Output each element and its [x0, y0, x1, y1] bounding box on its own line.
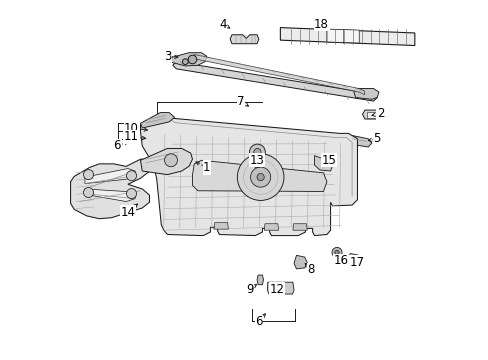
Text: 10: 10 [124, 122, 139, 135]
Text: 7: 7 [237, 95, 244, 108]
Polygon shape [254, 159, 260, 167]
Polygon shape [214, 223, 228, 229]
Text: 6: 6 [255, 315, 262, 328]
Circle shape [126, 189, 136, 199]
Text: 5: 5 [373, 132, 380, 145]
Text: 6: 6 [113, 139, 121, 152]
Circle shape [83, 170, 93, 180]
Polygon shape [192, 160, 326, 192]
Polygon shape [326, 29, 359, 43]
Polygon shape [85, 189, 135, 202]
Polygon shape [172, 62, 376, 101]
Text: 9: 9 [245, 283, 253, 296]
Circle shape [83, 188, 93, 198]
Circle shape [257, 174, 264, 181]
Circle shape [250, 167, 270, 187]
Polygon shape [353, 89, 378, 99]
Text: 13: 13 [249, 154, 264, 167]
Polygon shape [179, 56, 197, 67]
Text: 12: 12 [269, 283, 284, 296]
Polygon shape [257, 275, 263, 285]
Polygon shape [280, 28, 414, 45]
Circle shape [249, 144, 265, 160]
Polygon shape [346, 253, 362, 266]
Polygon shape [140, 113, 174, 128]
Circle shape [126, 171, 136, 181]
Polygon shape [267, 282, 293, 294]
Polygon shape [292, 224, 306, 230]
Text: 11: 11 [124, 130, 139, 144]
Text: 14: 14 [120, 206, 135, 219]
Polygon shape [85, 168, 135, 184]
Circle shape [237, 154, 284, 201]
Text: 2: 2 [376, 107, 384, 120]
Polygon shape [194, 54, 364, 95]
Text: 8: 8 [306, 263, 314, 276]
Circle shape [188, 55, 196, 64]
Polygon shape [346, 135, 371, 147]
Text: 3: 3 [163, 50, 171, 63]
Polygon shape [169, 53, 206, 66]
Text: 4: 4 [219, 18, 226, 31]
Polygon shape [314, 156, 332, 171]
Polygon shape [362, 110, 382, 119]
Text: 16: 16 [333, 254, 348, 267]
Text: 15: 15 [321, 154, 336, 167]
Circle shape [164, 154, 177, 167]
Text: 18: 18 [313, 18, 328, 31]
Text: 17: 17 [349, 256, 364, 269]
Polygon shape [230, 35, 258, 44]
Polygon shape [293, 255, 306, 269]
Polygon shape [140, 114, 357, 235]
Circle shape [334, 250, 339, 255]
Polygon shape [70, 159, 153, 219]
Circle shape [253, 148, 261, 156]
Circle shape [182, 59, 188, 64]
Polygon shape [366, 112, 378, 118]
Polygon shape [264, 224, 278, 230]
Text: 1: 1 [203, 161, 210, 174]
Circle shape [331, 247, 341, 257]
Polygon shape [140, 148, 192, 175]
